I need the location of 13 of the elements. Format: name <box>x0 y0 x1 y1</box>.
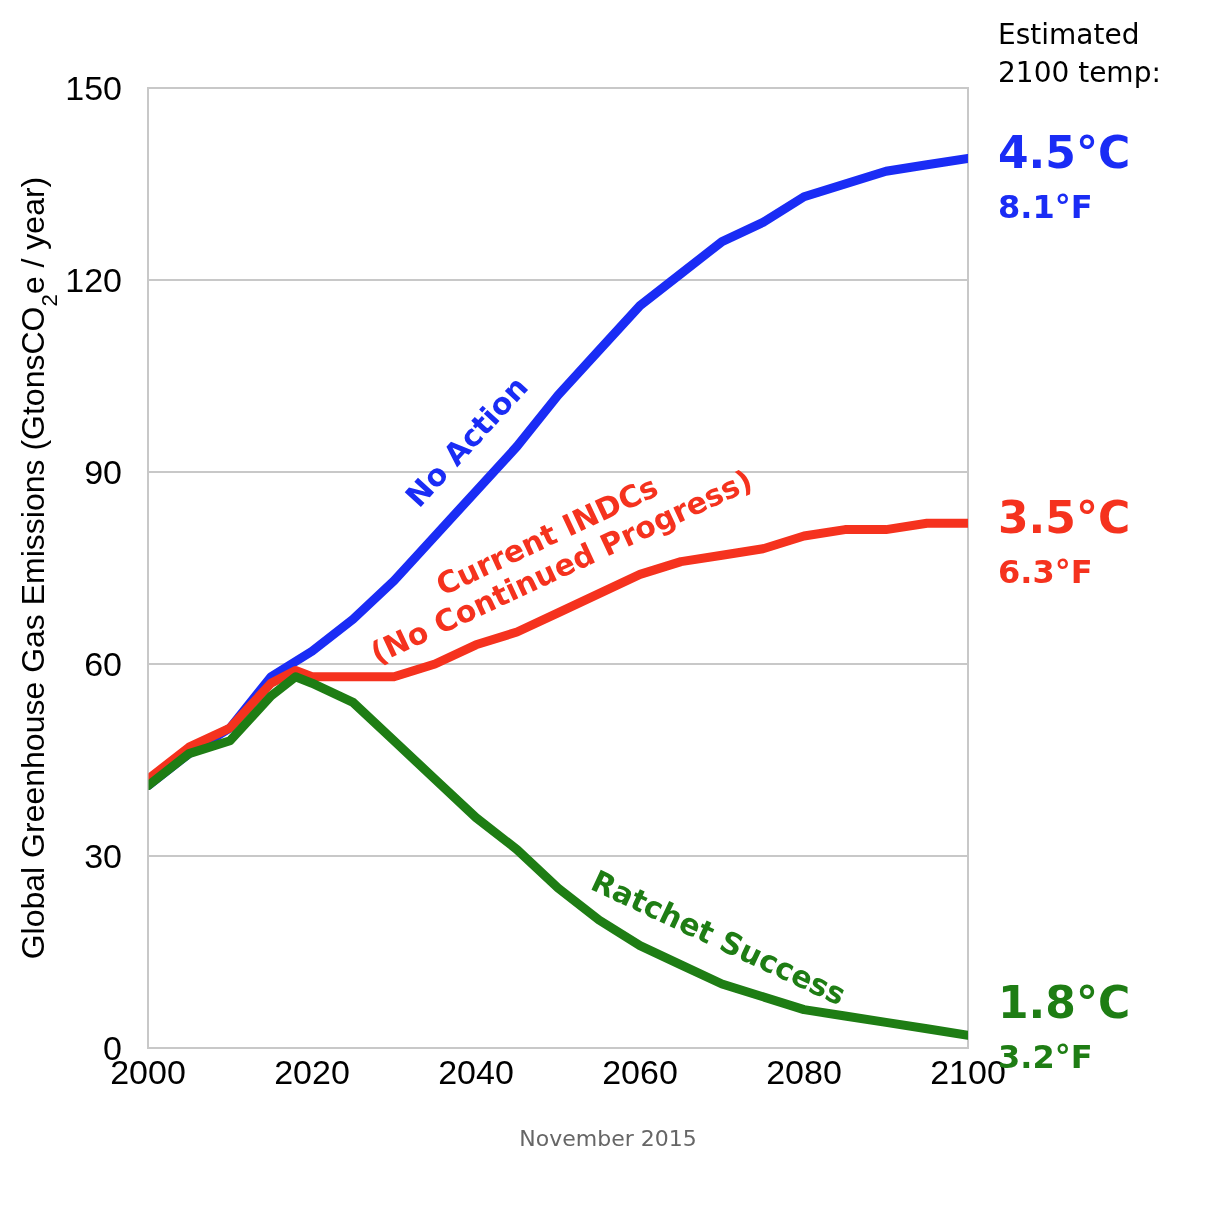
x-tick-label: 2080 <box>766 1053 842 1092</box>
y-tick-label: 60 <box>84 645 122 684</box>
text: 4.5°C 8.1°F <box>998 127 1131 227</box>
y-tick-label: 90 <box>84 453 122 492</box>
text: 3.5°C 6.3°F <box>998 492 1131 592</box>
x-tick-label: 2020 <box>274 1053 350 1092</box>
y-tick-label: 150 <box>65 69 122 108</box>
text: November 2015 <box>519 1126 697 1151</box>
x-tick-label: 2040 <box>438 1053 514 1092</box>
x-tick-label: 2060 <box>602 1053 678 1092</box>
y-tick-label: 120 <box>65 261 122 300</box>
y-tick-label: 30 <box>84 837 122 876</box>
text: Estimated 2100 temp: <box>998 18 1161 89</box>
